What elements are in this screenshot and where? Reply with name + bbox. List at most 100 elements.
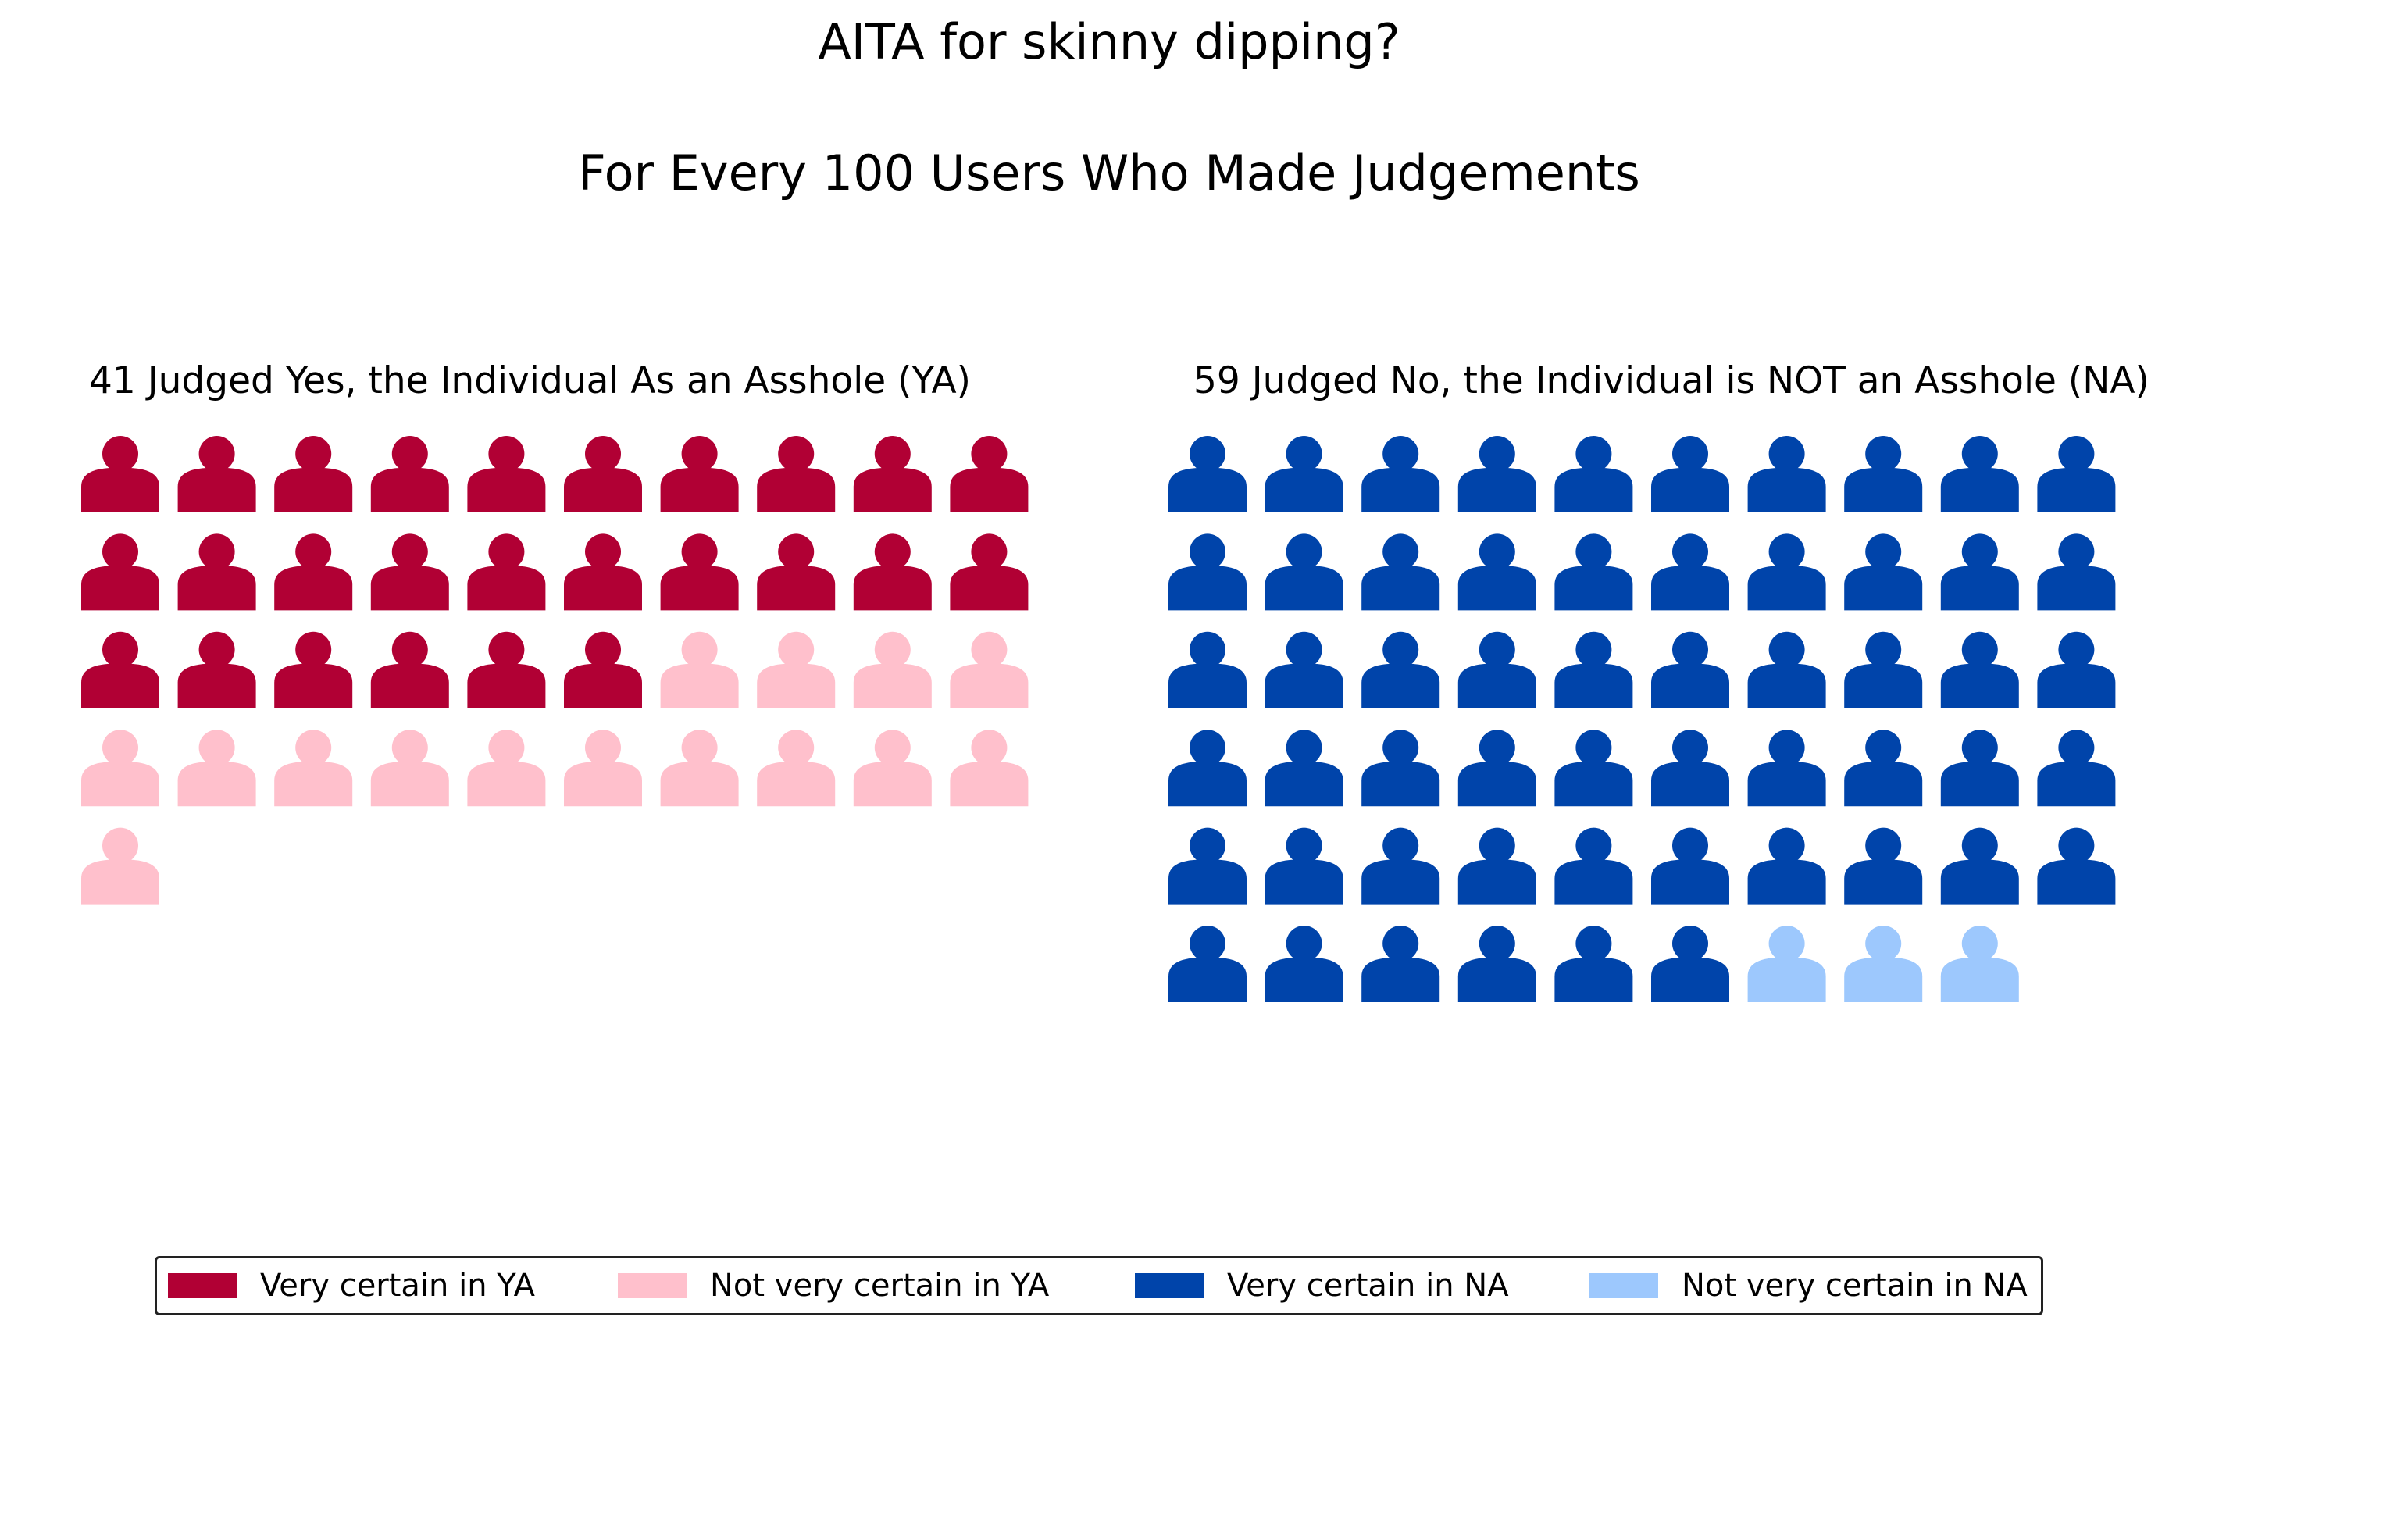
person-icon: [1265, 827, 1343, 905]
person-icon: [1361, 631, 1440, 708]
person-icon: [1747, 533, 1826, 611]
person-icon: [274, 436, 353, 512]
person-icon: [467, 631, 546, 708]
person-icon: [1747, 926, 1826, 1002]
person-icon: [1554, 436, 1633, 512]
person-icon: [370, 436, 449, 512]
person-icon: [853, 631, 932, 708]
person-icon: [1651, 730, 1729, 807]
person-icon: [1265, 631, 1343, 708]
person-icon: [1554, 827, 1633, 905]
person-icon: [1940, 926, 2019, 1002]
person-icon: [757, 730, 836, 807]
person-icon: [1265, 730, 1343, 807]
person-icon: [1168, 533, 1247, 611]
person-icon: [274, 533, 353, 611]
person-icon: [274, 631, 353, 708]
person-icon: [1457, 436, 1536, 512]
person-icon: [1940, 827, 2019, 905]
person-icon: [1265, 926, 1343, 1002]
person-icon: [467, 730, 546, 807]
person-icon: [950, 730, 1029, 807]
person-icon: [274, 730, 353, 807]
person-icon: [757, 533, 836, 611]
person-icon: [564, 631, 642, 708]
legend: Very certain in YA Not very certain in Y…: [155, 1256, 2043, 1315]
legend-label-very-certain-ya: Very certain in YA: [260, 1268, 535, 1304]
legend-item-very-certain-ya: Very certain in YA: [168, 1258, 535, 1313]
person-icon: [564, 436, 642, 512]
person-icon: [1651, 631, 1729, 708]
person-icon: [1747, 436, 1826, 512]
person-icon: [1168, 827, 1247, 905]
person-icon: [1747, 730, 1826, 807]
person-icon: [1457, 926, 1536, 1002]
person-icon: [853, 436, 932, 512]
chart-title: AITA for skinny dipping? For Every 100 U…: [578, 13, 1640, 202]
legend-item-not-very-certain-na: Not very certain in NA: [1589, 1258, 2028, 1313]
icon-grid-na: [1168, 436, 2116, 1002]
person-icon: [1457, 730, 1536, 807]
person-icon: [564, 730, 642, 807]
person-icon: [1940, 533, 2019, 611]
person-icon: [1457, 631, 1536, 708]
person-icon: [81, 631, 159, 708]
person-icon: [1940, 730, 2019, 807]
person-icon: [1554, 533, 1633, 611]
person-icon: [1168, 730, 1247, 807]
person-icon: [467, 436, 546, 512]
legend-label-very-certain-na: Very certain in NA: [1227, 1268, 1509, 1304]
legend-label-not-very-certain-ya: Not very certain in YA: [710, 1268, 1050, 1304]
person-icon: [1844, 926, 1923, 1002]
legend-swatch-very-certain-ya: [168, 1273, 237, 1298]
person-icon: [2037, 730, 2116, 807]
person-icon: [1168, 436, 1247, 512]
person-icon: [1844, 533, 1923, 611]
person-icon: [1457, 827, 1536, 905]
person-icon: [1361, 926, 1440, 1002]
legend-swatch-very-certain-na: [1135, 1273, 1204, 1298]
person-icon: [660, 730, 739, 807]
person-icon: [1844, 436, 1923, 512]
person-icon: [660, 533, 739, 611]
person-icon: [1844, 631, 1923, 708]
person-icon: [2037, 631, 2116, 708]
panel-title-na: 59 Judged No, the Individual is NOT an A…: [1193, 359, 2149, 402]
person-icon: [660, 631, 739, 708]
person-icon: [1651, 827, 1729, 905]
legend-label-not-very-certain-na: Not very certain in NA: [1682, 1268, 2028, 1304]
person-icon: [2037, 827, 2116, 905]
person-icon: [564, 533, 642, 611]
person-icon: [1554, 926, 1633, 1002]
person-icon: [177, 533, 256, 611]
person-icon: [370, 631, 449, 708]
person-icon: [1361, 533, 1440, 611]
person-icon: [950, 533, 1029, 611]
person-icon: [1554, 631, 1633, 708]
person-icon: [1265, 436, 1343, 512]
person-icon: [370, 730, 449, 807]
person-icon: [1265, 533, 1343, 611]
person-icon: [370, 533, 449, 611]
person-icon: [1361, 827, 1440, 905]
legend-item-not-very-certain-ya: Not very certain in YA: [618, 1258, 1049, 1313]
person-icon: [1747, 631, 1826, 708]
person-icon: [1168, 631, 1247, 708]
person-icon: [757, 631, 836, 708]
person-icon: [853, 533, 932, 611]
icon-grid-ya: [81, 436, 1029, 905]
legend-swatch-not-very-certain-na: [1589, 1273, 1658, 1298]
person-icon: [1361, 730, 1440, 807]
person-icon: [177, 631, 256, 708]
person-icon: [177, 730, 256, 807]
person-icon: [1457, 533, 1536, 611]
person-icon: [660, 436, 739, 512]
person-icon: [177, 436, 256, 512]
person-icon: [950, 436, 1029, 512]
person-icon: [2037, 533, 2116, 611]
person-icon: [1651, 436, 1729, 512]
person-icon: [1651, 926, 1729, 1002]
person-icon: [1651, 533, 1729, 611]
person-icon: [1844, 827, 1923, 905]
